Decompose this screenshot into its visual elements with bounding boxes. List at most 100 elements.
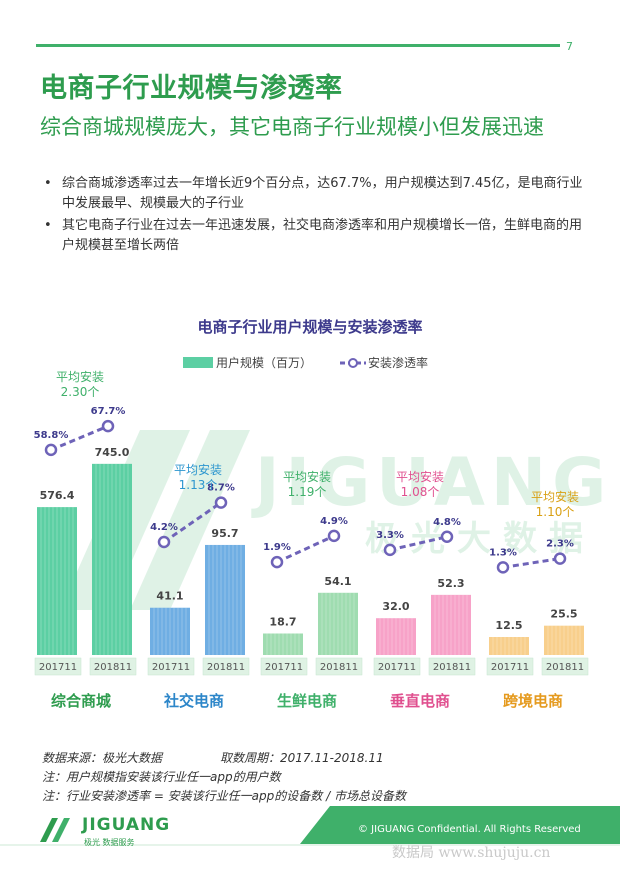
rate-label: 3.3% <box>376 530 404 541</box>
rate-label: 67.7% <box>91 406 126 417</box>
bar <box>544 625 584 655</box>
rate-label: 4.9% <box>320 516 348 527</box>
category-label: 201811 <box>546 662 584 673</box>
average-install-label: 平均安装 <box>531 489 579 504</box>
rate-label: 4.8% <box>433 517 461 528</box>
average-install-label: 平均安装 <box>283 469 331 484</box>
category-label: 201711 <box>265 662 303 673</box>
rate-point <box>214 496 228 509</box>
group-label: 生鲜电商 <box>277 692 337 710</box>
category-label: 201811 <box>207 662 245 673</box>
bar <box>376 618 416 655</box>
bar <box>431 594 471 655</box>
average-install-label: 1.08个 <box>401 485 440 499</box>
page-subtitle: 综合商城规模庞大，其它电商子行业规模小但发展迅速 <box>40 115 544 139</box>
legend-bar-label: 用户规模（百万） <box>216 355 312 370</box>
rate-point <box>270 555 284 569</box>
period-note: 取数周期：2017.11-2018.11 <box>220 751 384 765</box>
category-box <box>541 657 589 676</box>
rate-label: 4.2% <box>150 522 178 533</box>
bar <box>205 544 245 655</box>
bar-value-label: 54.1 <box>324 575 351 588</box>
bullet-list: 综合商城渗透率过去一年增长近9个百分点，达67.7%，用户规模达到7.45亿，是… <box>40 174 588 258</box>
category-label: 201811 <box>320 662 358 673</box>
bar-value-label: 745.0 <box>95 446 130 459</box>
bar <box>318 592 358 655</box>
average-install-label: 平均安装 <box>174 462 222 477</box>
category-box <box>202 657 250 676</box>
bar <box>150 607 190 655</box>
bar-value-label: 18.7 <box>269 615 296 628</box>
category-label: 201711 <box>39 662 77 673</box>
average-install-label: 平均安装 <box>396 469 444 484</box>
bar <box>489 637 529 655</box>
bar-value-label: 95.7 <box>211 527 238 540</box>
average-install-label: 平均安装 <box>56 369 104 384</box>
rate-point <box>101 419 115 433</box>
legend-bar-swatch <box>183 357 213 368</box>
bar-value-label: 12.5 <box>495 619 522 632</box>
bar-value-label: 32.0 <box>382 600 409 613</box>
legend-line-marker <box>348 358 358 368</box>
bar-value-label: 25.5 <box>550 608 577 621</box>
notes: 数据来源：极光大数据 取数周期：2017.11-2018.11 注：用户规模指安装… <box>42 749 406 806</box>
category-box <box>486 657 534 676</box>
category-box <box>89 657 137 676</box>
watermark-cn-text: 极光大数据 <box>365 519 595 559</box>
chart-title: 电商子行业用户规模与安装渗透率 <box>197 318 422 336</box>
category-box <box>147 657 195 676</box>
rate-point <box>44 443 58 457</box>
rate-point <box>440 530 454 543</box>
rate-line <box>276 534 335 564</box>
group-label: 社交电商 <box>163 692 224 710</box>
rate-line <box>502 557 561 569</box>
note-1: 注：用户规模指安装该行业任一app的用户数 <box>42 770 281 784</box>
group-label: 跨境电商 <box>503 692 563 710</box>
rate-point <box>383 543 397 557</box>
page-title: 电商子行业规模与渗透率 <box>40 73 343 104</box>
category-label: 201811 <box>433 662 471 673</box>
bullet-item: 综合商城渗透率过去一年增长近9个百分点，达67.7%，用户规模达到7.45亿，是… <box>40 174 588 214</box>
bar-value-label: 41.1 <box>156 590 183 603</box>
rate-label: 1.3% <box>489 547 517 558</box>
average-install-label: 1.19个 <box>288 485 327 499</box>
category-label: 201811 <box>94 662 132 673</box>
bar <box>263 633 303 655</box>
bullet-item: 其它电商子行业在过去一年迅速发展，社交电商渗透率和用户规模增长一倍，生鲜电商的用… <box>40 216 588 256</box>
rate-point <box>496 561 510 574</box>
rate-label: 2.3% <box>546 539 574 550</box>
average-install-label: 1.13个 <box>179 478 218 492</box>
top-rule <box>36 44 560 47</box>
rate-point <box>553 552 567 565</box>
category-label: 201711 <box>152 662 190 673</box>
rate-line <box>163 501 222 544</box>
bar <box>92 463 132 655</box>
brand-name: JIGUANG <box>82 815 171 835</box>
average-install-label: 2.30个 <box>61 385 100 399</box>
category-box <box>428 657 476 676</box>
watermark-text: JIGUANG <box>251 444 612 521</box>
rate-point <box>157 535 171 549</box>
site-watermark: 数据局 www.shujuju.cn <box>392 845 551 861</box>
rate-label: 1.9% <box>263 542 291 553</box>
rate-label: 58.8% <box>34 430 69 441</box>
bar <box>37 507 77 655</box>
source-note: 数据来源：极光大数据 <box>42 751 163 765</box>
bar-value-label: 576.4 <box>40 489 75 502</box>
category-box <box>315 657 363 676</box>
footer-band <box>0 806 620 846</box>
average-install-label: 1.10个 <box>536 505 575 519</box>
legend-line-label: 安装渗透率 <box>368 355 428 370</box>
category-box <box>373 657 421 676</box>
note-2: 注：行业安装渗透率 = 安装该行业任一app的设备数 / 市场总设备数 <box>42 789 406 803</box>
category-label: 201711 <box>378 662 416 673</box>
rate-label: 8.7% <box>207 483 235 494</box>
brand-subtitle: 极光 数据服务 <box>84 838 135 847</box>
page-number: 7 <box>566 40 573 53</box>
copyright-text: © JIGUANG Confidential. All Rights Reser… <box>358 824 581 835</box>
category-box <box>260 657 308 676</box>
category-box <box>34 657 82 676</box>
rate-line <box>50 424 109 452</box>
watermark-logo-icon <box>130 430 250 610</box>
